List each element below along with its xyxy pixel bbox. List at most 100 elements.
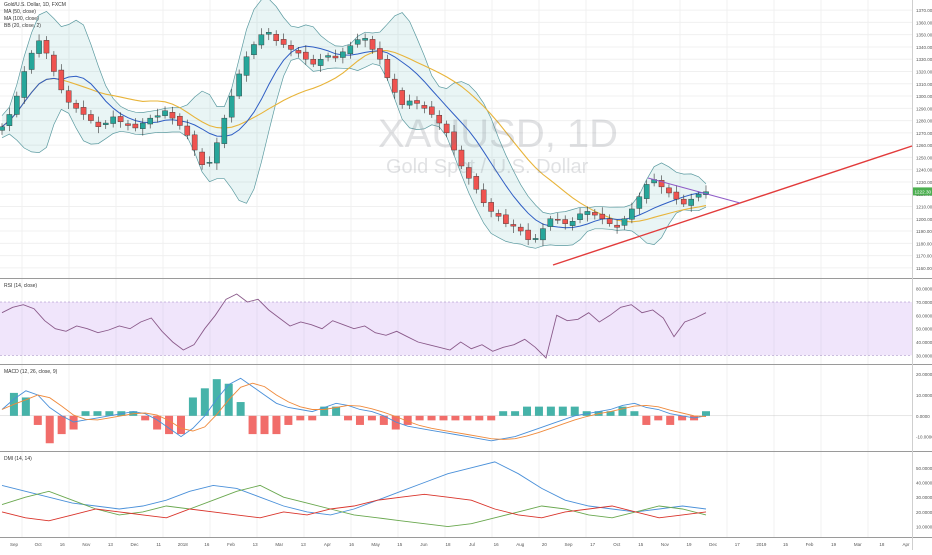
rsi-label[interactable]: RSI (14, close) [4,283,38,289]
candle-body [503,214,509,224]
macd-histogram-bar [618,406,627,416]
ma100-line [1,49,707,223]
price-tick-label: 1360.00 [916,20,932,25]
candle-body [421,105,428,109]
candle-body [562,219,568,224]
candle-body [680,198,687,205]
time-tick-label: 16 [60,542,66,547]
rsi-tick-label: 30.0000 [916,353,932,358]
macd-tick-label: -10.0000 [916,435,932,440]
candle-body [265,32,272,35]
candle-body [495,213,502,217]
macd-histogram-bar [499,411,508,416]
candle-body [280,39,287,45]
candle-body [406,100,413,106]
time-tick-label: 13 [253,542,259,547]
price-tick-label: 1310.00 [916,82,932,87]
time-tick-label: 13 [301,542,307,547]
macd-pane[interactable] [0,377,912,444]
candle-body [177,115,183,126]
macd-histogram-bar [260,415,269,435]
rsi-line [1,293,707,359]
macd-histogram-bar [141,415,150,421]
minus-di-line [1,493,707,522]
dmi-label[interactable]: DMI (14, 14) [4,456,32,462]
time-tick-label: 15 [638,542,644,547]
macd-histogram-bar [248,415,257,435]
watermark-name: Gold Spot / U.S. Dollar [386,156,589,178]
price-tick-label: 1270.00 [916,131,932,136]
candle-body [43,40,50,54]
legend-ma50[interactable]: MA (50, close) [4,9,36,15]
candle-body [658,180,665,188]
candle-body [288,45,294,50]
candle-body [258,34,265,46]
candle-body [532,238,539,240]
macd-histogram-bar [546,406,555,416]
candle-body [695,194,702,198]
plus-di-line [1,484,707,528]
dmi-pane[interactable] [1,461,707,528]
macd-histogram-bar [93,411,102,416]
candle-body [584,211,591,215]
candle-body [21,71,28,98]
price-pane[interactable] [0,0,913,266]
macd-histogram-bar [379,415,388,425]
candle-body [369,39,376,50]
ma50-line [1,45,707,229]
candle-body [332,55,339,59]
time-tick-label: 11 [156,542,161,547]
price-tick-label: 1280.00 [916,119,932,124]
time-tick-label: 19 [687,542,693,547]
downtrend-line [647,177,741,204]
candle-body [414,100,420,104]
macd-label[interactable]: MACD (12, 26, close, 9) [4,369,58,375]
macd-histogram-bar [45,415,54,444]
candle-body [251,44,257,56]
macd-histogram-bar [654,415,663,421]
candle-body [303,51,309,60]
candle-body [347,45,354,55]
time-tick-label: Mar [854,542,862,547]
candle-body [36,40,42,54]
candle-body [391,78,398,93]
time-tick-label: 20 [542,542,548,547]
candle-body [517,226,524,232]
macd-histogram-bar [188,397,197,416]
time-tick-label: May [371,542,380,547]
dmi-tick-label: 40.0000 [916,480,932,485]
time-tick-label: 16 [204,542,210,547]
macd-histogram-bar [21,397,30,416]
candle-body [169,112,176,119]
price-tick-label: 1370.00 [916,8,932,13]
time-tick-label: Dec [709,542,718,547]
candle-body [58,69,65,91]
candle-body [554,219,561,221]
candle-body [154,115,161,118]
candle-body [236,73,242,97]
rsi-band [0,302,912,356]
legend-bb[interactable]: BB (20, close, 2) [4,23,41,29]
time-tick-label: Apr [324,542,332,547]
candle-body [317,59,324,66]
dmi-tick-label: 30.0000 [916,495,932,500]
legend-title: Gold/U.S. Dollar, 1D, FXCM [4,2,66,8]
time-tick-label: Oct [35,542,43,547]
candle-body [399,90,405,105]
time-tick-label: 15 [783,542,789,547]
macd-histogram-bar [439,415,448,421]
macd-histogram-bar [320,406,329,416]
candle-body [569,221,576,226]
time-tick-label: Feb [806,542,814,547]
watermark-symbol: XAUUSD, 1D [378,112,619,156]
candle-body [592,212,598,216]
price-tick-label: 1340.00 [916,45,932,50]
candle-body [65,90,72,103]
time-tick-label: Aug [516,542,525,547]
macd-histogram-bar [296,415,305,421]
time-tick-label: 16 [349,542,355,547]
legend-ma100[interactable]: MA (100, close) [4,16,39,22]
candle-body [473,176,480,190]
rsi-pane[interactable] [0,293,912,359]
